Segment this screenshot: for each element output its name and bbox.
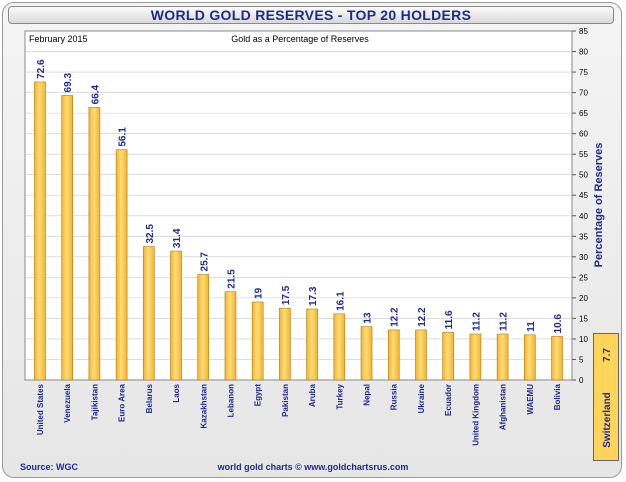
- category-label: Venezuela: [63, 383, 72, 422]
- category-label: Laos: [172, 383, 181, 402]
- value-label: 66.4: [90, 84, 101, 104]
- bar: [61, 95, 73, 381]
- y-tick-label: 75: [579, 68, 588, 77]
- value-label: 31.4: [172, 228, 183, 248]
- bar: [524, 334, 536, 381]
- y-tick-label: 5: [579, 355, 584, 364]
- category-label: Aruba: [308, 383, 317, 407]
- category-label: Ukraine: [417, 383, 426, 413]
- bar: [442, 332, 454, 381]
- bar: [251, 301, 264, 381]
- y-tick-label: 10: [579, 335, 588, 344]
- bar: [360, 326, 373, 381]
- value-label: 32.5: [145, 224, 156, 244]
- bar: [333, 313, 346, 381]
- value-label: 12.2: [417, 307, 428, 327]
- y-tick-label: 30: [579, 253, 588, 262]
- category-label: WAEMU: [526, 384, 535, 415]
- bar: [496, 333, 509, 381]
- category-label: Bolivia: [553, 383, 562, 410]
- y-tick-label: 55: [579, 150, 588, 159]
- y-tick-label: 45: [579, 191, 588, 200]
- value-label: 11.2: [471, 312, 482, 331]
- footer-credit: world gold charts © www.goldchartsrus.co…: [217, 462, 409, 472]
- category-label: Egypt: [254, 384, 263, 407]
- y-tick-label: 0: [579, 376, 584, 385]
- y-tick-label: 70: [579, 89, 588, 98]
- value-label: 11.2: [499, 312, 510, 331]
- value-label: 11.6: [444, 310, 455, 329]
- value-label: 11: [526, 321, 537, 332]
- bar: [197, 274, 210, 381]
- chart-subtitle: Gold as a Percentage of Reserves: [231, 34, 369, 44]
- y-tick-label: 15: [579, 314, 588, 323]
- value-label: 10.6: [553, 314, 564, 334]
- bar: [88, 107, 101, 381]
- value-label: 16.1: [335, 291, 346, 311]
- category-label: Nepal: [363, 384, 372, 406]
- y-tick-label: 20: [579, 294, 588, 303]
- bar: [170, 250, 182, 381]
- value-label: 13: [363, 312, 374, 324]
- y-tick-label: 35: [579, 232, 588, 241]
- category-label: United States: [36, 383, 45, 435]
- bar: [279, 307, 291, 381]
- y-tick-label: 80: [579, 48, 588, 57]
- y-tick-label: 50: [579, 171, 588, 180]
- bar: [115, 149, 128, 381]
- value-label: 19: [254, 287, 265, 299]
- value-label: 17.3: [308, 286, 319, 306]
- plot-area: [24, 30, 573, 381]
- category-label: Belarus: [145, 383, 154, 413]
- y-tick-label: 85: [579, 27, 588, 36]
- category-label: Tajikistan: [90, 384, 99, 420]
- switzerland-annotation-box: 7.7 Switzerland: [593, 333, 619, 461]
- bar: [224, 291, 237, 381]
- category-label: Pakistan: [281, 384, 290, 417]
- switzerland-value: 7.7: [602, 348, 613, 362]
- chart-title: WORLD GOLD RESERVES - TOP 20 HOLDERS: [8, 6, 614, 24]
- switzerland-label: Switzerland: [602, 392, 613, 448]
- bar: [306, 308, 318, 381]
- category-label: Ecuador: [444, 384, 453, 416]
- date-label: February 2015: [29, 34, 88, 44]
- source-note: Source: WGC: [20, 462, 79, 472]
- value-label: 25.7: [199, 252, 210, 272]
- category-label: Russia: [390, 383, 399, 410]
- value-label: 12.2: [390, 307, 401, 327]
- y-tick-label: 40: [579, 212, 588, 221]
- bar: [34, 81, 46, 381]
- y-axis-label: Percentage of Reserves: [593, 143, 605, 268]
- value-label: 72.6: [36, 59, 47, 79]
- value-label: 69.3: [63, 73, 74, 93]
- value-label: 21.5: [226, 269, 237, 289]
- y-tick-label: 65: [579, 109, 588, 118]
- value-label: 56.1: [118, 127, 129, 147]
- category-label: United Kingdom: [471, 384, 480, 446]
- category-label: Kazakhstan: [199, 384, 208, 429]
- y-tick-label: 60: [579, 130, 588, 139]
- y-tick-label: 25: [579, 273, 588, 282]
- category-label: Euro Area: [118, 383, 127, 421]
- category-label: Lebanon: [226, 384, 235, 417]
- bar: [143, 246, 155, 381]
- bar: [551, 336, 563, 381]
- bar: [469, 333, 482, 381]
- bar: [415, 329, 427, 381]
- bar: [387, 329, 400, 381]
- category-label: Afghanistan: [499, 384, 508, 430]
- category-label: Turkey: [335, 383, 344, 409]
- value-label: 17.5: [281, 285, 292, 305]
